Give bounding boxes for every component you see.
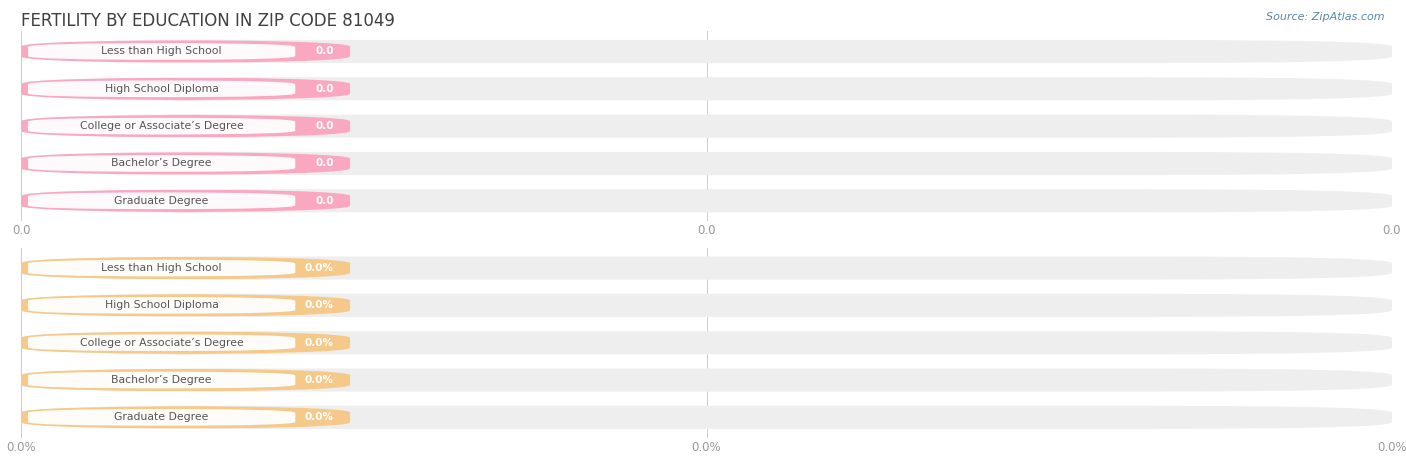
FancyBboxPatch shape: [21, 406, 1392, 429]
Text: College or Associate’s Degree: College or Associate’s Degree: [80, 121, 243, 131]
Text: 0.0%: 0.0%: [305, 300, 333, 310]
FancyBboxPatch shape: [21, 294, 1392, 317]
FancyBboxPatch shape: [21, 77, 1392, 100]
Text: High School Diploma: High School Diploma: [104, 84, 218, 94]
FancyBboxPatch shape: [21, 368, 350, 392]
Text: Source: ZipAtlas.com: Source: ZipAtlas.com: [1267, 12, 1385, 22]
FancyBboxPatch shape: [28, 118, 295, 135]
FancyBboxPatch shape: [28, 409, 295, 426]
Text: Bachelor’s Degree: Bachelor’s Degree: [111, 159, 212, 169]
Text: 0.0: 0.0: [315, 196, 333, 206]
FancyBboxPatch shape: [21, 115, 350, 138]
Text: 0.0%: 0.0%: [305, 263, 333, 273]
Text: Graduate Degree: Graduate Degree: [114, 412, 208, 422]
FancyBboxPatch shape: [21, 189, 1392, 212]
Text: 0.0%: 0.0%: [305, 412, 333, 422]
FancyBboxPatch shape: [21, 152, 1392, 175]
FancyBboxPatch shape: [21, 294, 350, 317]
Text: Less than High School: Less than High School: [101, 263, 222, 273]
FancyBboxPatch shape: [21, 406, 350, 429]
FancyBboxPatch shape: [21, 368, 1392, 392]
Text: Bachelor’s Degree: Bachelor’s Degree: [111, 375, 212, 385]
FancyBboxPatch shape: [21, 40, 1392, 63]
FancyBboxPatch shape: [21, 115, 1392, 138]
Text: 0.0: 0.0: [315, 84, 333, 94]
Text: 0.0%: 0.0%: [305, 375, 333, 385]
Text: 0.0: 0.0: [315, 121, 333, 131]
FancyBboxPatch shape: [28, 155, 295, 172]
FancyBboxPatch shape: [21, 77, 350, 100]
FancyBboxPatch shape: [21, 257, 350, 279]
FancyBboxPatch shape: [21, 257, 1392, 279]
FancyBboxPatch shape: [21, 40, 350, 63]
Text: College or Associate’s Degree: College or Associate’s Degree: [80, 337, 243, 348]
FancyBboxPatch shape: [28, 43, 295, 60]
FancyBboxPatch shape: [21, 331, 350, 354]
FancyBboxPatch shape: [21, 331, 1392, 354]
FancyBboxPatch shape: [21, 189, 350, 212]
Text: FERTILITY BY EDUCATION IN ZIP CODE 81049: FERTILITY BY EDUCATION IN ZIP CODE 81049: [21, 12, 395, 30]
Text: Less than High School: Less than High School: [101, 47, 222, 57]
FancyBboxPatch shape: [28, 192, 295, 209]
FancyBboxPatch shape: [28, 334, 295, 351]
FancyBboxPatch shape: [21, 152, 350, 175]
Text: High School Diploma: High School Diploma: [104, 300, 218, 310]
FancyBboxPatch shape: [28, 260, 295, 277]
Text: 0.0%: 0.0%: [305, 337, 333, 348]
FancyBboxPatch shape: [28, 372, 295, 388]
FancyBboxPatch shape: [28, 80, 295, 97]
Text: 0.0: 0.0: [315, 159, 333, 169]
Text: 0.0: 0.0: [315, 47, 333, 57]
Text: Graduate Degree: Graduate Degree: [114, 196, 208, 206]
FancyBboxPatch shape: [28, 297, 295, 314]
